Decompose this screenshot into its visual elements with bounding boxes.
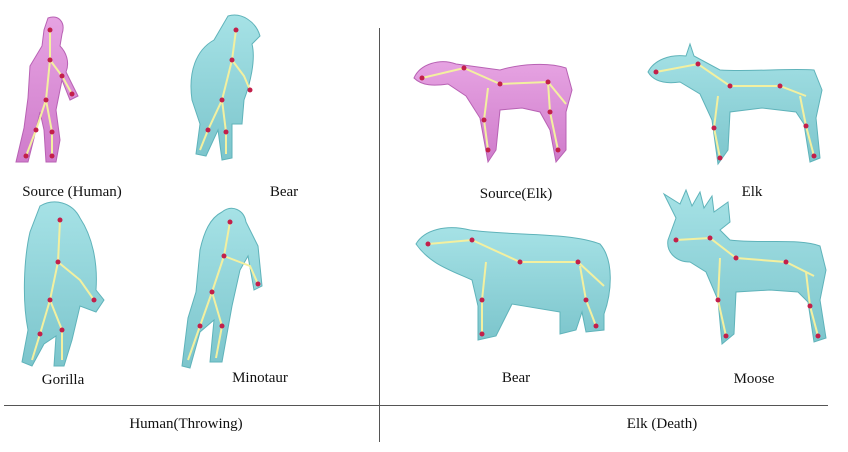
elk-figure	[647, 42, 823, 166]
label-source-human: Source (Human)	[22, 184, 122, 200]
bear-quadruped-figure	[415, 227, 611, 341]
label-bear-right: Bear	[501, 370, 531, 386]
caption-right: Elk (Death)	[626, 416, 698, 432]
moose-figure	[662, 188, 827, 345]
bear-upright-figure	[190, 14, 261, 161]
vertical-divider	[379, 28, 380, 442]
caption-left: Human(Throwing)	[129, 416, 243, 432]
minotaur-figure	[181, 207, 263, 369]
label-gorilla: Gorilla	[41, 372, 85, 388]
horizontal-rule	[4, 405, 828, 406]
label-elk: Elk	[741, 184, 763, 200]
gorilla-figure	[21, 201, 105, 367]
source-elk-figure	[413, 61, 573, 164]
label-source-elk: Source(Elk)	[479, 186, 553, 202]
label-moose: Moose	[733, 371, 775, 387]
label-minotaur: Minotaur	[232, 370, 288, 386]
source-human-figure	[15, 16, 79, 163]
label-bear-left: Bear	[269, 184, 299, 200]
